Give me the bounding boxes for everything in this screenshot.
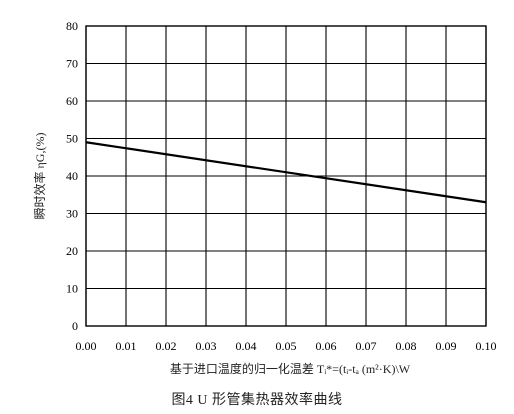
y-tick-label: 50 (66, 132, 78, 146)
x-tick-label: 0.06 (316, 339, 337, 353)
x-tick-label: 0.01 (116, 339, 137, 353)
x-tick-label: 0.02 (156, 339, 177, 353)
figure-caption: 图4 U 形管集热器效率曲线 (171, 393, 343, 408)
y-tick-label: 60 (66, 94, 78, 108)
grid-lines (85, 25, 487, 327)
x-tick-labels: 0.00 0.01 0.02 0.03 0.04 0.05 0.06 0.07 0.08 0.09… (76, 339, 497, 353)
x-tick-label: 0.08 (396, 339, 417, 353)
x-tick-label: 0.04 (236, 339, 257, 353)
y-tick-labels: 0 10 20 30 40 50 60 70 80 (66, 19, 78, 333)
y-tick-label: 10 (66, 282, 78, 296)
x-tick-label: 0.07 (356, 339, 377, 353)
y-axis-label: 瞬时效率 ηG,(%) (32, 133, 47, 220)
x-tick-label: 0.03 (196, 339, 217, 353)
x-tick-label: 0.05 (276, 339, 297, 353)
y-tick-label: 0 (72, 319, 78, 333)
x-tick-label: 0.00 (76, 339, 97, 353)
efficiency-chart: 0.00 0.01 0.02 0.03 0.04 0.05 0.06 0.07 0.08 0.09… (32, 19, 497, 376)
x-tick-label: 0.10 (476, 339, 497, 353)
y-tick-label: 70 (66, 57, 78, 71)
y-tick-label: 40 (66, 169, 78, 183)
plot-frame (85, 25, 487, 327)
x-tick-label: 0.09 (436, 339, 457, 353)
series-group (85, 141, 487, 204)
y-tick-label: 80 (66, 19, 78, 33)
y-tick-label: 30 (66, 207, 78, 221)
efficiency-line (85, 141, 487, 204)
y-tick-label: 20 (66, 244, 78, 258)
x-axis-label: 基于进口温度的归一化温差 Tᵢ*=(tᵢ-tₐ (m²·K)\W (170, 361, 411, 376)
